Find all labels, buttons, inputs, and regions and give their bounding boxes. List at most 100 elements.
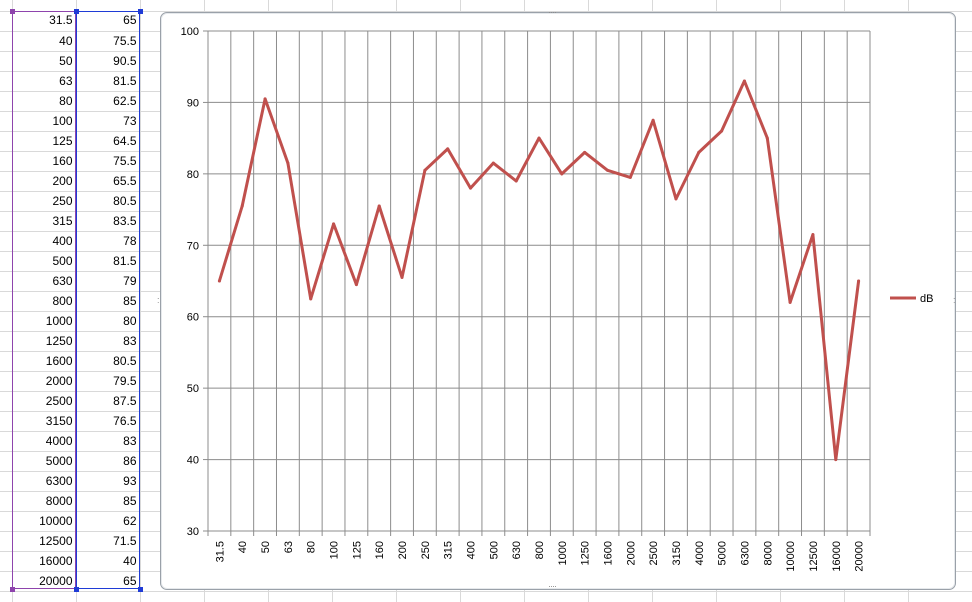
table-cell-frequency[interactable]: 200 [12, 171, 77, 192]
selection-handle[interactable] [10, 9, 15, 14]
x-tick-label: 10000 [785, 541, 797, 572]
table-cell-frequency[interactable]: 1250 [12, 331, 77, 352]
table-cell-frequency[interactable]: 20000 [12, 571, 77, 592]
table-cell-frequency[interactable]: 8000 [12, 491, 77, 512]
chart-resize-grip-top[interactable]: ···· [548, 7, 557, 17]
table-cell-db[interactable]: 93 [76, 471, 141, 492]
table-cell-frequency[interactable]: 2500 [12, 391, 77, 412]
table-row: 125 64.5 [12, 131, 141, 152]
table-cell-frequency[interactable]: 800 [12, 291, 77, 312]
table-cell-db[interactable]: 86 [76, 451, 141, 472]
table-cell-db[interactable]: 90.5 [76, 51, 141, 72]
table-cell-db[interactable]: 65 [76, 11, 141, 32]
table-cell-db[interactable]: 79.5 [76, 371, 141, 392]
table-cell-db[interactable]: 78 [76, 231, 141, 252]
table-cell-frequency[interactable]: 4000 [12, 431, 77, 452]
data-point [720, 129, 724, 133]
data-point [605, 168, 609, 172]
table-row: 500 81.5 [12, 251, 141, 272]
data-point [583, 150, 587, 154]
selection-handle[interactable] [74, 587, 79, 592]
x-tick-label: 630 [511, 541, 523, 559]
table-cell-frequency[interactable]: 2000 [12, 371, 77, 392]
table-cell-frequency[interactable]: 6300 [12, 471, 77, 492]
table-cell-db[interactable]: 83 [76, 331, 141, 352]
selection-handle[interactable] [74, 9, 79, 14]
table-cell-db[interactable]: 83.5 [76, 211, 141, 232]
table-cell-frequency[interactable]: 80 [12, 91, 77, 112]
line-chart[interactable]: 30 40 50 60 70 80 90 100 31.5 40 50 63 80 100 125 160 20… [160, 12, 956, 590]
table-cell-db[interactable]: 85 [76, 491, 141, 512]
table-cell-frequency[interactable]: 16000 [12, 551, 77, 572]
chart-resize-grip-right[interactable]: : [953, 295, 956, 305]
data-point [491, 161, 495, 165]
table-cell-frequency[interactable]: 1000 [12, 311, 77, 332]
table-row: 400 78 [12, 231, 141, 252]
data-point [377, 204, 381, 208]
table-cell-db[interactable]: 80.5 [76, 191, 141, 212]
table-cell-db[interactable]: 85 [76, 291, 141, 312]
table-cell-frequency[interactable]: 5000 [12, 451, 77, 472]
selection-handle[interactable] [10, 587, 15, 592]
table-cell-db[interactable]: 62.5 [76, 91, 141, 112]
table-cell-db[interactable]: 80 [76, 311, 141, 332]
selection-handle[interactable] [138, 587, 143, 592]
data-point [834, 458, 838, 462]
table-cell-db[interactable]: 40 [76, 551, 141, 572]
table-cell-frequency[interactable]: 12500 [12, 531, 77, 552]
data-point [857, 279, 861, 283]
table-cell-db[interactable]: 65.5 [76, 171, 141, 192]
table-cell-frequency[interactable]: 63 [12, 71, 77, 92]
table-cell-db[interactable]: 81.5 [76, 251, 141, 272]
x-tick-label: 2000 [625, 541, 637, 565]
table-cell-frequency[interactable]: 630 [12, 271, 77, 292]
chart-resize-grip-bottom[interactable]: ···· [548, 581, 557, 591]
table-cell-db[interactable]: 79 [76, 271, 141, 292]
y-tick-label: 30 [187, 526, 199, 538]
x-tick-label: 1600 [602, 541, 614, 565]
chart-resize-grip-left[interactable]: : [157, 295, 160, 305]
table-cell-frequency[interactable]: 400 [12, 231, 77, 252]
table-cell-frequency[interactable]: 50 [12, 51, 77, 72]
data-point [742, 79, 746, 83]
table-cell-frequency[interactable]: 315 [12, 211, 77, 232]
table-row: 800 85 [12, 291, 141, 312]
table-cell-db[interactable]: 75.5 [76, 31, 141, 52]
table-cell-frequency[interactable]: 500 [12, 251, 77, 272]
table-cell-frequency[interactable]: 100 [12, 111, 77, 132]
table-cell-db[interactable]: 87.5 [76, 391, 141, 412]
data-point [811, 233, 815, 237]
table-cell-frequency[interactable]: 160 [12, 151, 77, 172]
x-tick-label: 1250 [580, 541, 592, 565]
table-cell-db[interactable]: 62 [76, 511, 141, 532]
table-cell-db[interactable]: 76.5 [76, 411, 141, 432]
table-cell-db[interactable]: 73 [76, 111, 141, 132]
table-cell-frequency[interactable]: 10000 [12, 511, 77, 532]
table-cell-db[interactable]: 65 [76, 571, 141, 592]
table-cell-db[interactable]: 64.5 [76, 131, 141, 152]
table-row: 4000 83 [12, 431, 141, 452]
table-row: 3150 76.5 [12, 411, 141, 432]
table-cell-frequency[interactable]: 40 [12, 31, 77, 52]
x-tick-label: 80 [306, 541, 318, 553]
table-row: 10000 62 [12, 511, 141, 532]
table-cell-db[interactable]: 75.5 [76, 151, 141, 172]
table-cell-db[interactable]: 80.5 [76, 351, 141, 372]
x-tick-label: 6300 [739, 541, 751, 565]
table-cell-frequency[interactable]: 250 [12, 191, 77, 212]
table-cell-frequency[interactable]: 1600 [12, 351, 77, 372]
data-point [514, 179, 518, 183]
selection-handle[interactable] [138, 9, 143, 14]
table-cell-frequency[interactable]: 31.5 [12, 11, 77, 32]
x-tick-label: 2500 [648, 541, 660, 565]
data-point [263, 97, 267, 101]
table-cell-db[interactable]: 71.5 [76, 531, 141, 552]
data-point [651, 118, 655, 122]
table-cell-db[interactable]: 83 [76, 431, 141, 452]
table-cell-frequency[interactable]: 3150 [12, 411, 77, 432]
table-cell-db[interactable]: 81.5 [76, 71, 141, 92]
table-cell-frequency[interactable]: 125 [12, 131, 77, 152]
table-row: 1000 80 [12, 311, 141, 332]
table-row: 1250 83 [12, 331, 141, 352]
data-point [628, 175, 632, 179]
